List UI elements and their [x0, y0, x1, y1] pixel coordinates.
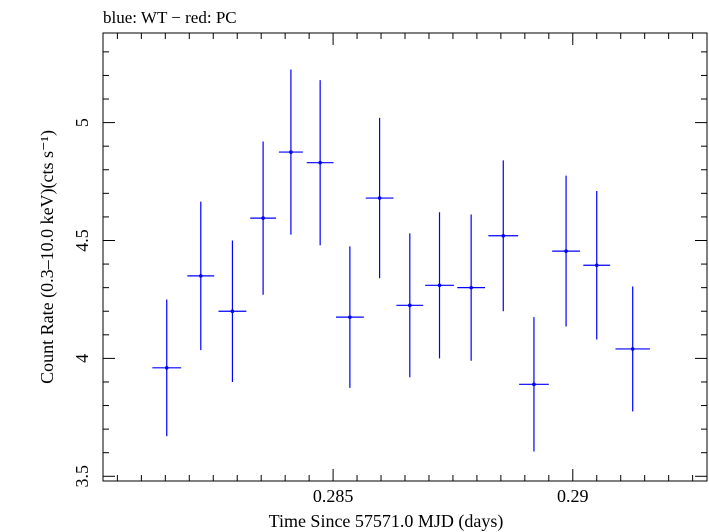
data-marker: [564, 249, 568, 253]
data-point: [425, 212, 454, 359]
data-marker: [532, 382, 536, 387]
data-point: [218, 240, 247, 382]
data-points: [152, 69, 650, 452]
y-axis-label: Count Rate (0.3–10.0 keV)(cts s⁻¹): [37, 130, 58, 384]
data-point: [488, 160, 519, 312]
data-marker: [318, 160, 322, 165]
data-point: [615, 286, 650, 412]
chart-title: blue: WT − red: PC: [103, 8, 237, 27]
data-marker: [630, 347, 635, 351]
data-point: [552, 175, 580, 327]
data-point: [365, 117, 394, 279]
data-point: [152, 299, 182, 437]
data-point: [306, 80, 334, 246]
y-tick-label: 4: [72, 354, 92, 363]
x-tick-label: 0.29: [557, 486, 589, 506]
data-marker: [377, 196, 382, 200]
y-tick-label: 4.5: [72, 229, 92, 252]
data-marker: [261, 216, 265, 220]
y-tick-label: 3.5: [72, 465, 92, 488]
axis-ticks: [103, 33, 707, 481]
data-marker: [594, 263, 599, 268]
plot-frame: [102, 32, 708, 482]
data-point: [583, 190, 611, 340]
data-marker: [407, 303, 412, 308]
x-tick-label: 0.285: [313, 486, 354, 506]
y-tick-label: 5: [72, 118, 92, 127]
data-point: [396, 233, 424, 378]
data-point: [335, 246, 364, 388]
data-marker: [164, 366, 169, 370]
data-point: [250, 141, 277, 295]
data-marker: [198, 274, 203, 278]
data-point: [457, 214, 486, 361]
data-point: [187, 201, 215, 351]
x-axis-label: Time Since 57571.0 MJD (days): [269, 511, 504, 532]
data-marker: [230, 309, 235, 314]
data-marker: [501, 233, 506, 238]
data-marker: [469, 285, 473, 290]
data-marker: [348, 315, 352, 319]
data-marker: [289, 150, 293, 154]
axis-tick-labels: 3.5 4 4.5 5 0.285 0.29: [72, 118, 589, 506]
data-point: [519, 317, 549, 452]
data-point: [278, 69, 303, 235]
data-marker: [437, 283, 442, 288]
